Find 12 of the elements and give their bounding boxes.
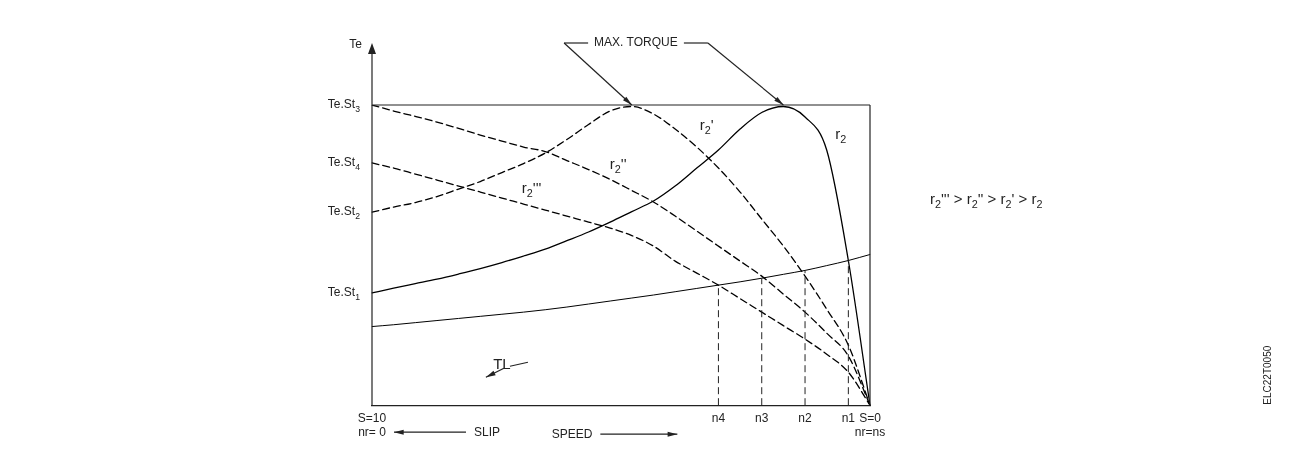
text: TL bbox=[493, 355, 511, 373]
x-tick-label: n3 bbox=[755, 410, 769, 425]
x-tick-label: n1 bbox=[841, 410, 856, 425]
text: ELC22T0050 bbox=[1261, 345, 1273, 405]
x-tick-label: S=10 nr= 0 bbox=[357, 410, 387, 440]
text: MAX. TORQUE bbox=[594, 35, 678, 50]
x-tick-label: S=0 nr=ns bbox=[854, 410, 886, 440]
text: SPEED bbox=[551, 426, 593, 441]
text: SLIP bbox=[473, 424, 501, 439]
x-tick-label: n2 bbox=[798, 410, 813, 425]
y-axis-title: Te bbox=[349, 37, 363, 52]
x-tick-label: n4 bbox=[711, 410, 726, 425]
